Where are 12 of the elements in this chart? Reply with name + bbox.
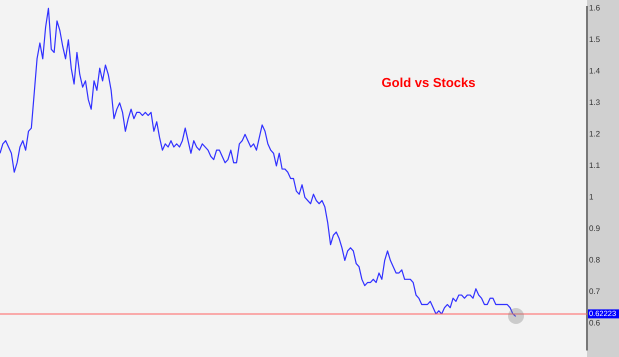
- y-tick-label: 1.4: [589, 66, 601, 76]
- y-tick-label: 0.8: [589, 256, 601, 265]
- y-tick-label: 0.7: [589, 287, 601, 296]
- y-tick-label: 1: [589, 192, 594, 202]
- y-tick-label: 1.1: [589, 161, 601, 170]
- y-tick-label: 1.2: [589, 130, 601, 139]
- y-tick-label: 1.3: [589, 98, 601, 108]
- y-tick-label: 1.6: [589, 4, 601, 13]
- y-tick-label: 1.5: [589, 35, 601, 44]
- y-tick-label: 0.6: [589, 318, 601, 328]
- text: Gold vs Stocks: [382, 75, 476, 90]
- y-tick-label: 0.9: [589, 224, 601, 234]
